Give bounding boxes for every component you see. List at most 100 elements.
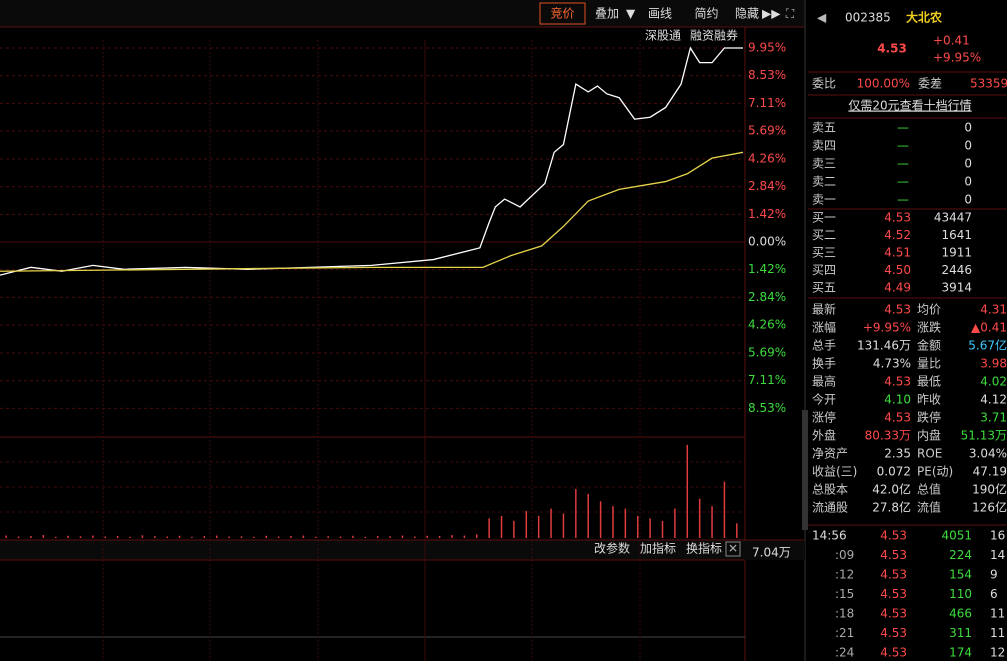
- label: 买五: [812, 281, 836, 295]
- label: 收益(三): [812, 465, 857, 479]
- indicator-button[interactable]: 换指标: [686, 541, 722, 556]
- fullscreen-icon[interactable]: ⛶: [785, 7, 795, 21]
- value: 3.04%: [969, 447, 1007, 461]
- active-button[interactable]: [539, 2, 586, 25]
- label: 流通股: [812, 501, 848, 515]
- price: 4.50: [884, 263, 911, 277]
- promo-link[interactable]: 仅需20元查看十档行情: [848, 99, 971, 113]
- label: 委比: [812, 77, 836, 91]
- label: 卖五: [812, 121, 836, 135]
- label: 最低: [917, 375, 941, 389]
- label: 总值: [917, 482, 941, 497]
- close-icon[interactable]: ✕: [728, 542, 738, 556]
- label: 涨幅: [812, 320, 836, 335]
- y-tick-label: 7.11%: [748, 96, 786, 110]
- y-tick-label: 9.95%: [748, 41, 786, 55]
- label: 卖四: [812, 139, 836, 153]
- toolbar-button[interactable]: 简约: [694, 6, 718, 21]
- trade-count: 9: [990, 568, 998, 582]
- indicator-bar: [0, 540, 805, 560]
- label: 买四: [812, 263, 836, 277]
- price: —: [897, 121, 909, 135]
- value: 126亿: [972, 500, 1007, 515]
- trade-price: 4.53: [880, 646, 907, 660]
- value: 4.31: [980, 303, 1007, 317]
- indicator-button[interactable]: 改参数: [594, 541, 630, 556]
- trade-volume: 154: [949, 568, 972, 582]
- trade-volume: 224: [949, 548, 972, 562]
- trade-price: 4.53: [880, 568, 907, 582]
- label: 总股本: [812, 483, 848, 497]
- trade-time: 14:56: [812, 529, 847, 543]
- y-tick-label: 1.42%: [748, 207, 786, 221]
- value: 4.73%: [873, 357, 911, 371]
- price: 4.53: [877, 42, 907, 56]
- volume: 0: [964, 139, 972, 153]
- price: 4.49: [884, 281, 911, 295]
- toolbar-button[interactable]: 隐藏: [735, 7, 759, 21]
- value: 4.12: [980, 393, 1007, 407]
- label: 总手: [812, 339, 836, 353]
- label: 量比: [917, 357, 941, 371]
- label: 委差: [918, 77, 942, 91]
- label: ROE: [917, 447, 942, 461]
- volume: 0: [964, 157, 972, 171]
- label: 换手: [812, 357, 836, 371]
- trade-count: 11: [990, 626, 1005, 640]
- change-pct: +9.95%: [933, 51, 981, 65]
- trade-volume: 466: [949, 607, 972, 621]
- value: 190亿: [972, 482, 1007, 497]
- volume: 43447: [934, 211, 972, 225]
- tag[interactable]: 深股通: [645, 29, 681, 43]
- label: 涨跌: [917, 320, 941, 335]
- back-arrow[interactable]: ◀: [817, 11, 827, 25]
- toolbar-button[interactable]: 竞价: [550, 7, 574, 21]
- trade-price: 4.53: [880, 626, 907, 640]
- trade-price: 4.53: [880, 548, 907, 562]
- volume: 0: [964, 193, 972, 207]
- volume: 2446: [941, 263, 972, 277]
- y-tick-label: 5.69%: [748, 345, 786, 359]
- y-tick-label: 8.53%: [748, 68, 786, 82]
- trade-time: :15: [835, 587, 854, 601]
- trade-count: 12: [990, 646, 1005, 660]
- label: 内盘: [917, 428, 941, 443]
- value: 4.10: [884, 393, 911, 407]
- value: 131.46万: [857, 339, 911, 353]
- more-arrow[interactable]: ▶▶: [762, 7, 781, 21]
- label: 买二: [812, 228, 836, 242]
- value: 100.00%: [857, 77, 910, 91]
- label: 今开: [812, 392, 836, 407]
- value: ▲0.41: [971, 321, 1007, 335]
- label: 买一: [812, 211, 836, 225]
- indicator-button[interactable]: 加指标: [640, 541, 676, 556]
- label: 昨收: [917, 393, 941, 407]
- label: 金额: [917, 338, 941, 353]
- price: —: [897, 157, 909, 171]
- volume-label: 7.04万: [752, 546, 791, 560]
- trade-volume: 174: [949, 646, 972, 660]
- tag[interactable]: 融资融券: [690, 28, 738, 43]
- volume: 3914: [941, 281, 972, 295]
- price: 4.53: [884, 211, 911, 225]
- dropdown-arrow[interactable]: ▼: [626, 7, 636, 21]
- volume: 1641: [941, 228, 972, 242]
- stock-name: 大北农: [906, 10, 942, 25]
- volume: 1911: [941, 246, 972, 260]
- toolbar-button[interactable]: 叠加: [595, 7, 619, 21]
- trade-time: :12: [835, 568, 854, 582]
- label: 均价: [917, 303, 941, 317]
- price: —: [897, 193, 909, 207]
- label: 卖一: [812, 193, 836, 207]
- price: 4.52: [884, 228, 911, 242]
- value: 2.35: [884, 447, 911, 461]
- value: 80.33万: [865, 429, 911, 443]
- trade-time: :24: [835, 646, 854, 660]
- toolbar: [0, 0, 805, 27]
- label: 净资产: [812, 447, 848, 461]
- close-box[interactable]: [725, 541, 741, 557]
- volume: 0: [964, 121, 972, 135]
- toolbar-button[interactable]: 画线: [648, 7, 672, 21]
- y-tick-label: 1.42%: [748, 262, 786, 276]
